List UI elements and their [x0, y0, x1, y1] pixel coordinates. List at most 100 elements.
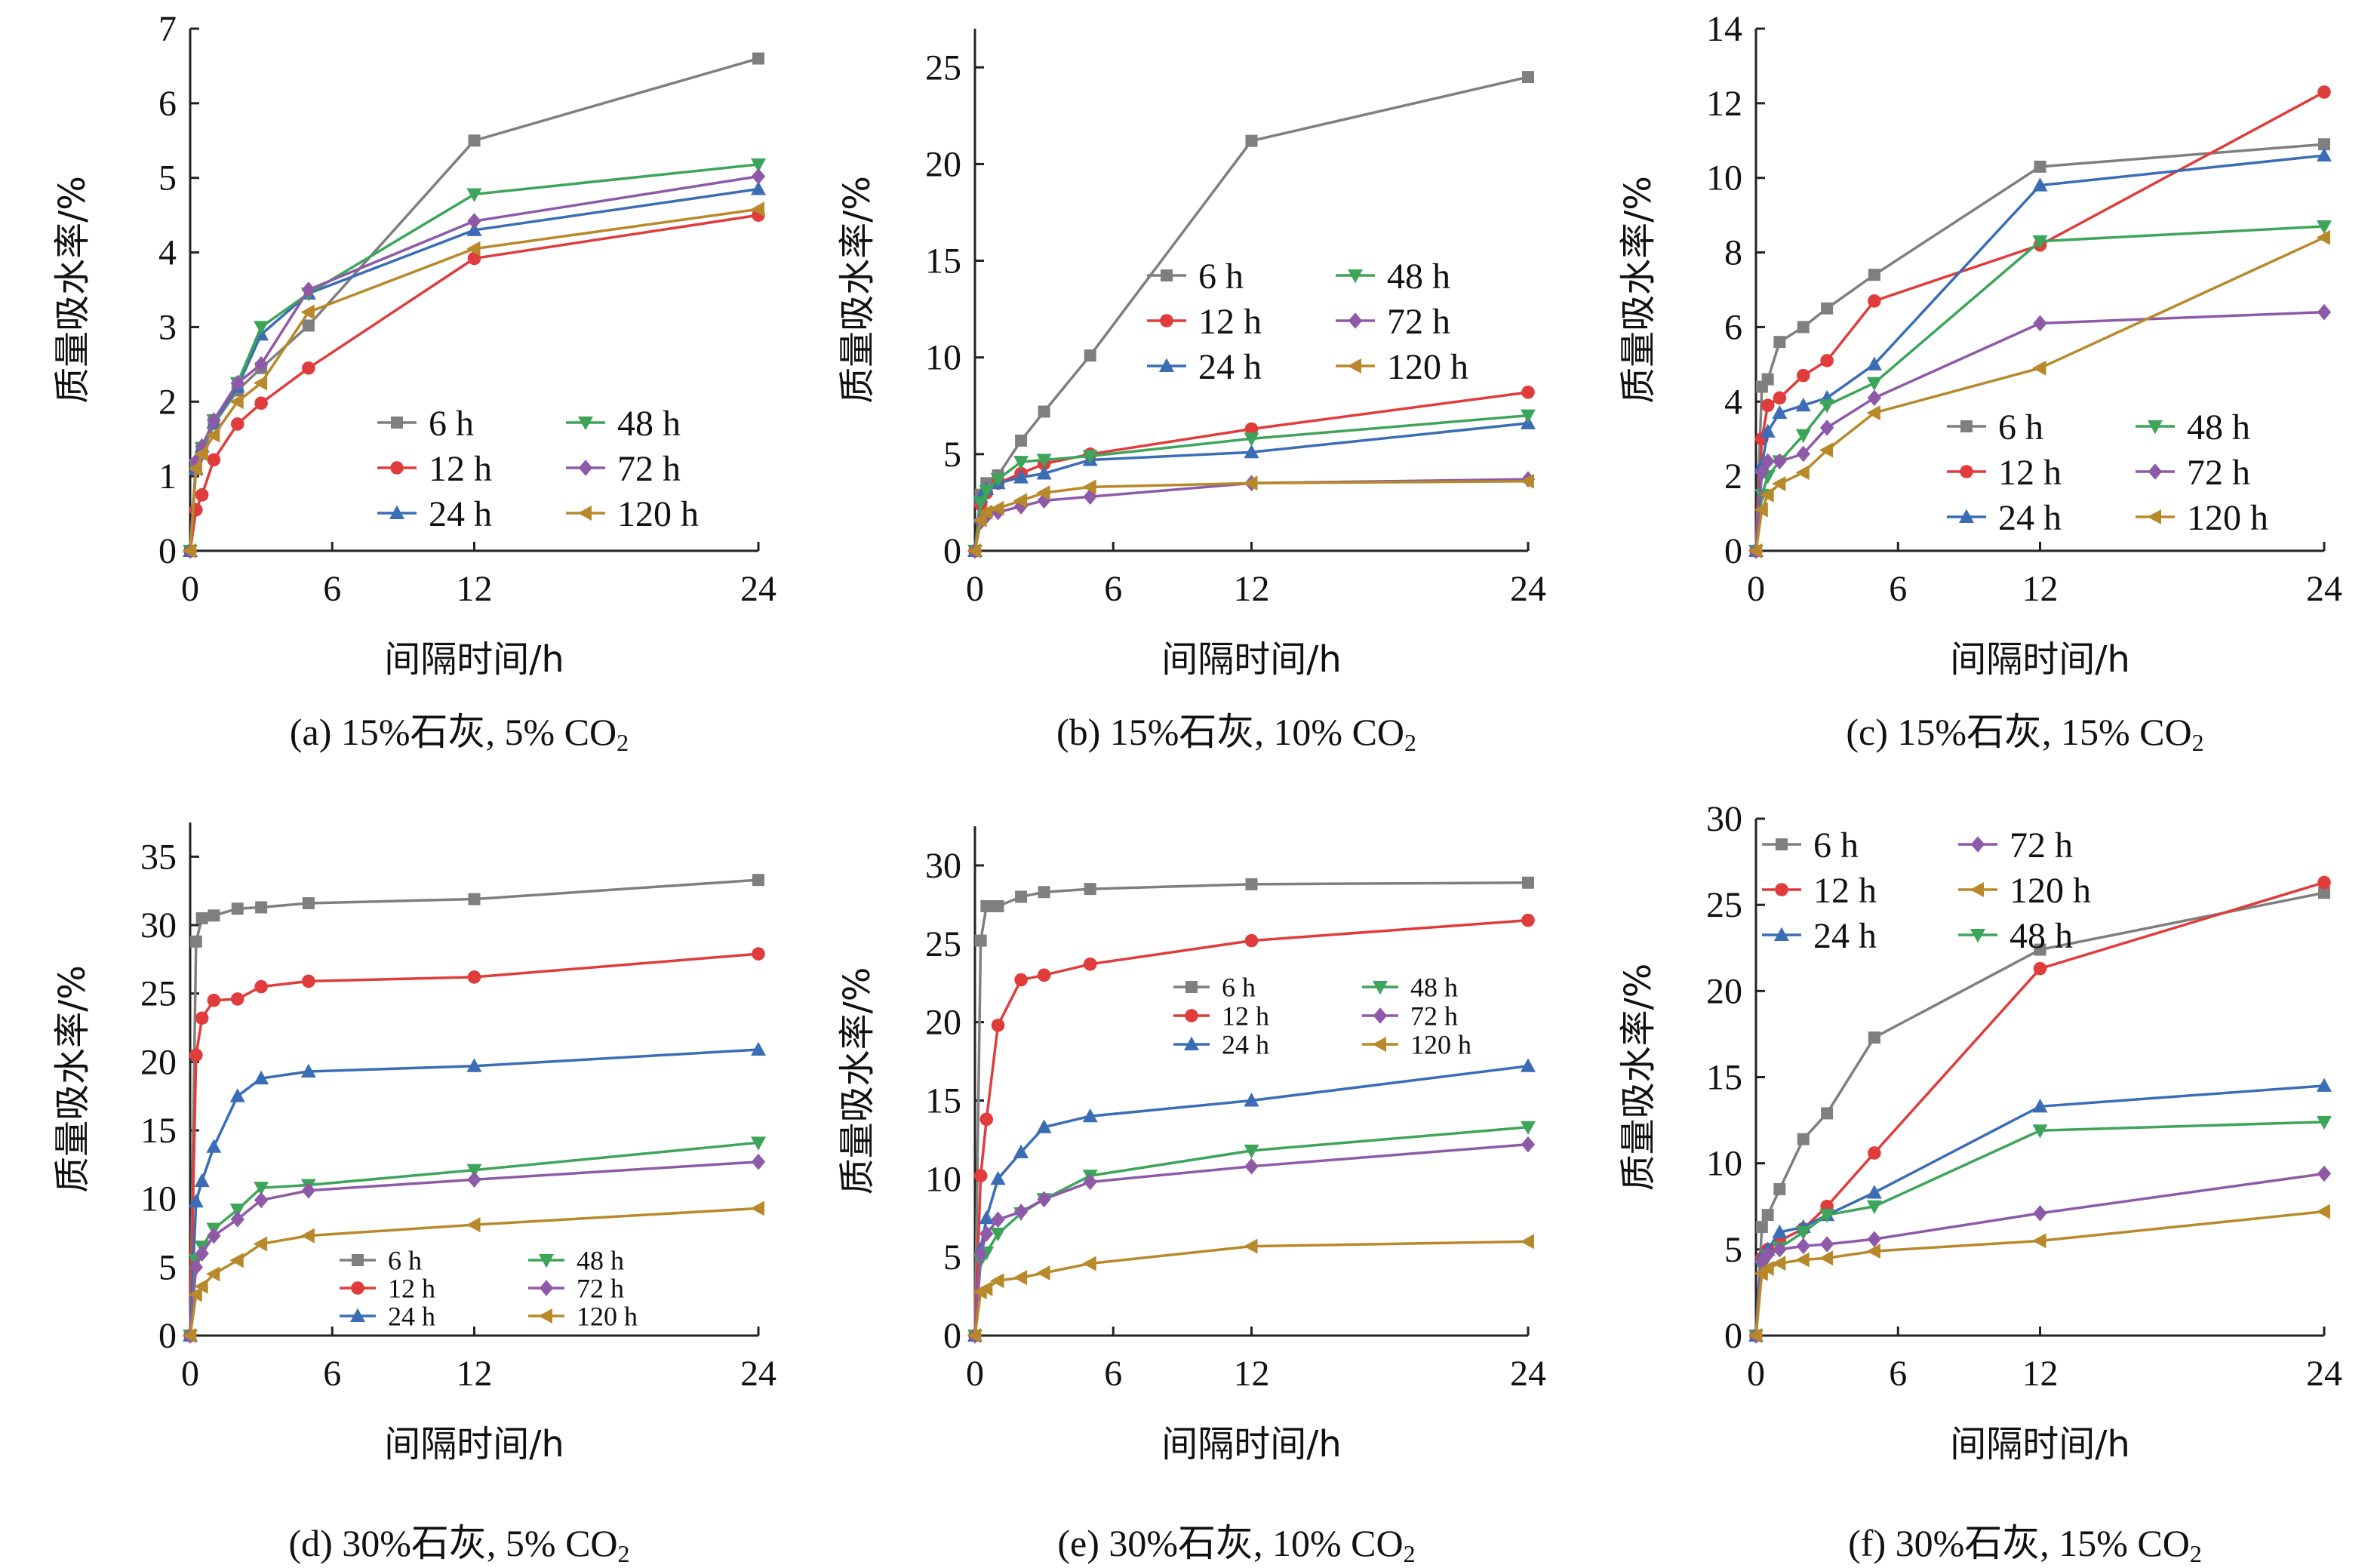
data-point: [1037, 1191, 1051, 1208]
legend-label: 72 h: [2010, 826, 2073, 865]
x-tick-label: 6: [1104, 1354, 1122, 1394]
y-tick-label: 20: [1706, 971, 1742, 1011]
legend-item-12h: 12 h: [340, 1274, 435, 1304]
y-tick-label: 25: [925, 924, 961, 964]
data-point: [990, 1170, 1006, 1185]
legend-item-120h: 120 h: [566, 494, 699, 534]
x-tick-label: 24: [2306, 1354, 2342, 1394]
y-tick-label: 7: [158, 9, 177, 49]
y-tick-label: 6: [1724, 307, 1742, 347]
x-tick-label: 0: [1747, 1354, 1765, 1394]
legend-label: 6 h: [1222, 973, 1256, 1003]
legend-label: 120 h: [617, 494, 699, 534]
data-point: [1521, 1136, 1536, 1153]
series-24h: [967, 1058, 1536, 1342]
x-axis-label: 间隔时间/h: [384, 1423, 564, 1465]
chart-caption: (b) 15%石灰, 10% CO2: [1056, 702, 1416, 757]
data-point: [1773, 1182, 1786, 1195]
chart-caption-subscript: 2: [1403, 1540, 1416, 1567]
data-point: [1760, 1260, 1774, 1276]
data-point: [254, 1070, 269, 1085]
data-point: [1771, 476, 1786, 492]
data-point: [1521, 913, 1535, 927]
legend-marker: [578, 417, 593, 431]
data-point: [990, 473, 1006, 487]
x-tick-label: 24: [740, 569, 776, 609]
data-point: [1820, 354, 1834, 367]
data-point: [1038, 886, 1050, 899]
data-point: [1036, 453, 1052, 468]
data-point: [1748, 1328, 1762, 1343]
y-tick-label: 0: [158, 1316, 177, 1356]
legend-label: 12 h: [1198, 302, 1262, 342]
legend-label: 12 h: [1813, 871, 1877, 911]
y-axis-label: 质量吸水率/%: [51, 965, 94, 1193]
data-point: [255, 901, 268, 914]
y-tick-label: 5: [943, 1237, 961, 1277]
series-line-72h: [1754, 1172, 2325, 1336]
data-point: [750, 1201, 764, 1216]
legend-marker: [2148, 420, 2163, 435]
data-point: [194, 1278, 208, 1294]
legend-label: 120 h: [577, 1302, 638, 1332]
legend-marker: [1159, 358, 1174, 372]
data-point: [2317, 1078, 2332, 1092]
data-point: [1014, 973, 1028, 987]
data-point: [300, 304, 315, 320]
data-point: [979, 484, 995, 499]
legend-item-12h: 12 h: [1173, 1001, 1269, 1031]
data-point: [1521, 1121, 1536, 1136]
legend-label: 24 h: [388, 1302, 435, 1332]
data-point: [1522, 876, 1534, 889]
data-point: [1245, 134, 1258, 147]
data-point: [230, 1211, 244, 1228]
data-point: [2316, 1204, 2330, 1219]
data-point: [1795, 1252, 1810, 1268]
data-point: [195, 1011, 209, 1025]
data-point: [1036, 485, 1050, 501]
legend-item-48h: 48 h: [1336, 257, 1450, 297]
data-point: [1244, 1144, 1259, 1159]
data-point: [1760, 398, 1775, 413]
data-point: [206, 1139, 222, 1153]
x-tick-label: 0: [181, 1354, 199, 1394]
data-point: [1013, 1270, 1028, 1286]
data-point: [253, 375, 268, 391]
y-tick-label: 1: [158, 457, 177, 497]
legend-marker: [1970, 836, 1985, 853]
legend-item-12h: 12 h: [1147, 302, 1262, 342]
data-point: [2032, 1098, 2048, 1113]
legend-marker: [539, 1280, 554, 1296]
data-point: [1866, 1244, 1880, 1259]
y-tick-label: 10: [140, 1179, 177, 1219]
legend-label: 120 h: [2010, 871, 2091, 911]
legend-item-120h: 120 h: [1336, 347, 1468, 387]
chart-caption: (e) 30%石灰, 10% CO2: [1057, 1513, 1415, 1568]
legend-label: 72 h: [1387, 302, 1450, 342]
data-point: [1819, 1236, 1834, 1253]
series-line-12h: [189, 952, 759, 1336]
y-tick-label: 3: [158, 307, 177, 347]
legend-item-48h: 48 h: [1958, 916, 2073, 956]
x-axis-label: 间隔时间/h: [1161, 638, 1342, 681]
data-point: [979, 1210, 995, 1225]
legend-marker: [1185, 1009, 1198, 1022]
data-point: [188, 461, 202, 477]
y-tick-label: 30: [140, 905, 177, 945]
data-point: [254, 979, 268, 994]
legend-label: 48 h: [617, 404, 681, 444]
legend-label: 6 h: [1198, 257, 1244, 297]
data-point: [231, 902, 244, 915]
x-tick-label: 24: [740, 1354, 776, 1394]
series-48h: [967, 1121, 1536, 1344]
y-tick-label: 25: [1706, 885, 1742, 925]
data-point: [1761, 373, 1774, 386]
data-point: [1796, 368, 1810, 383]
legend: 6 h 48 h 12 h 72 h 24 h 120 h: [1947, 407, 2268, 538]
series-120h: [967, 1234, 1534, 1343]
legend-marker: [391, 417, 403, 429]
legend-label: 72 h: [577, 1274, 624, 1304]
data-point: [254, 396, 268, 410]
